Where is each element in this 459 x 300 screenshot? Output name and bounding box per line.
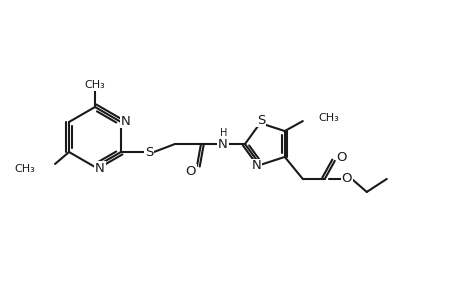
Text: O: O — [336, 152, 346, 164]
Text: S: S — [145, 146, 153, 158]
Text: H: H — [220, 128, 227, 138]
Text: CH₃: CH₃ — [318, 113, 339, 123]
Text: N: N — [121, 115, 130, 128]
Text: N: N — [95, 161, 105, 175]
Text: O: O — [341, 172, 351, 185]
Text: S: S — [257, 114, 265, 127]
Text: N: N — [251, 159, 261, 172]
Text: O: O — [185, 164, 196, 178]
Text: CH₃: CH₃ — [14, 164, 35, 174]
Text: CH₃: CH₃ — [84, 80, 105, 90]
Text: N: N — [218, 137, 227, 151]
